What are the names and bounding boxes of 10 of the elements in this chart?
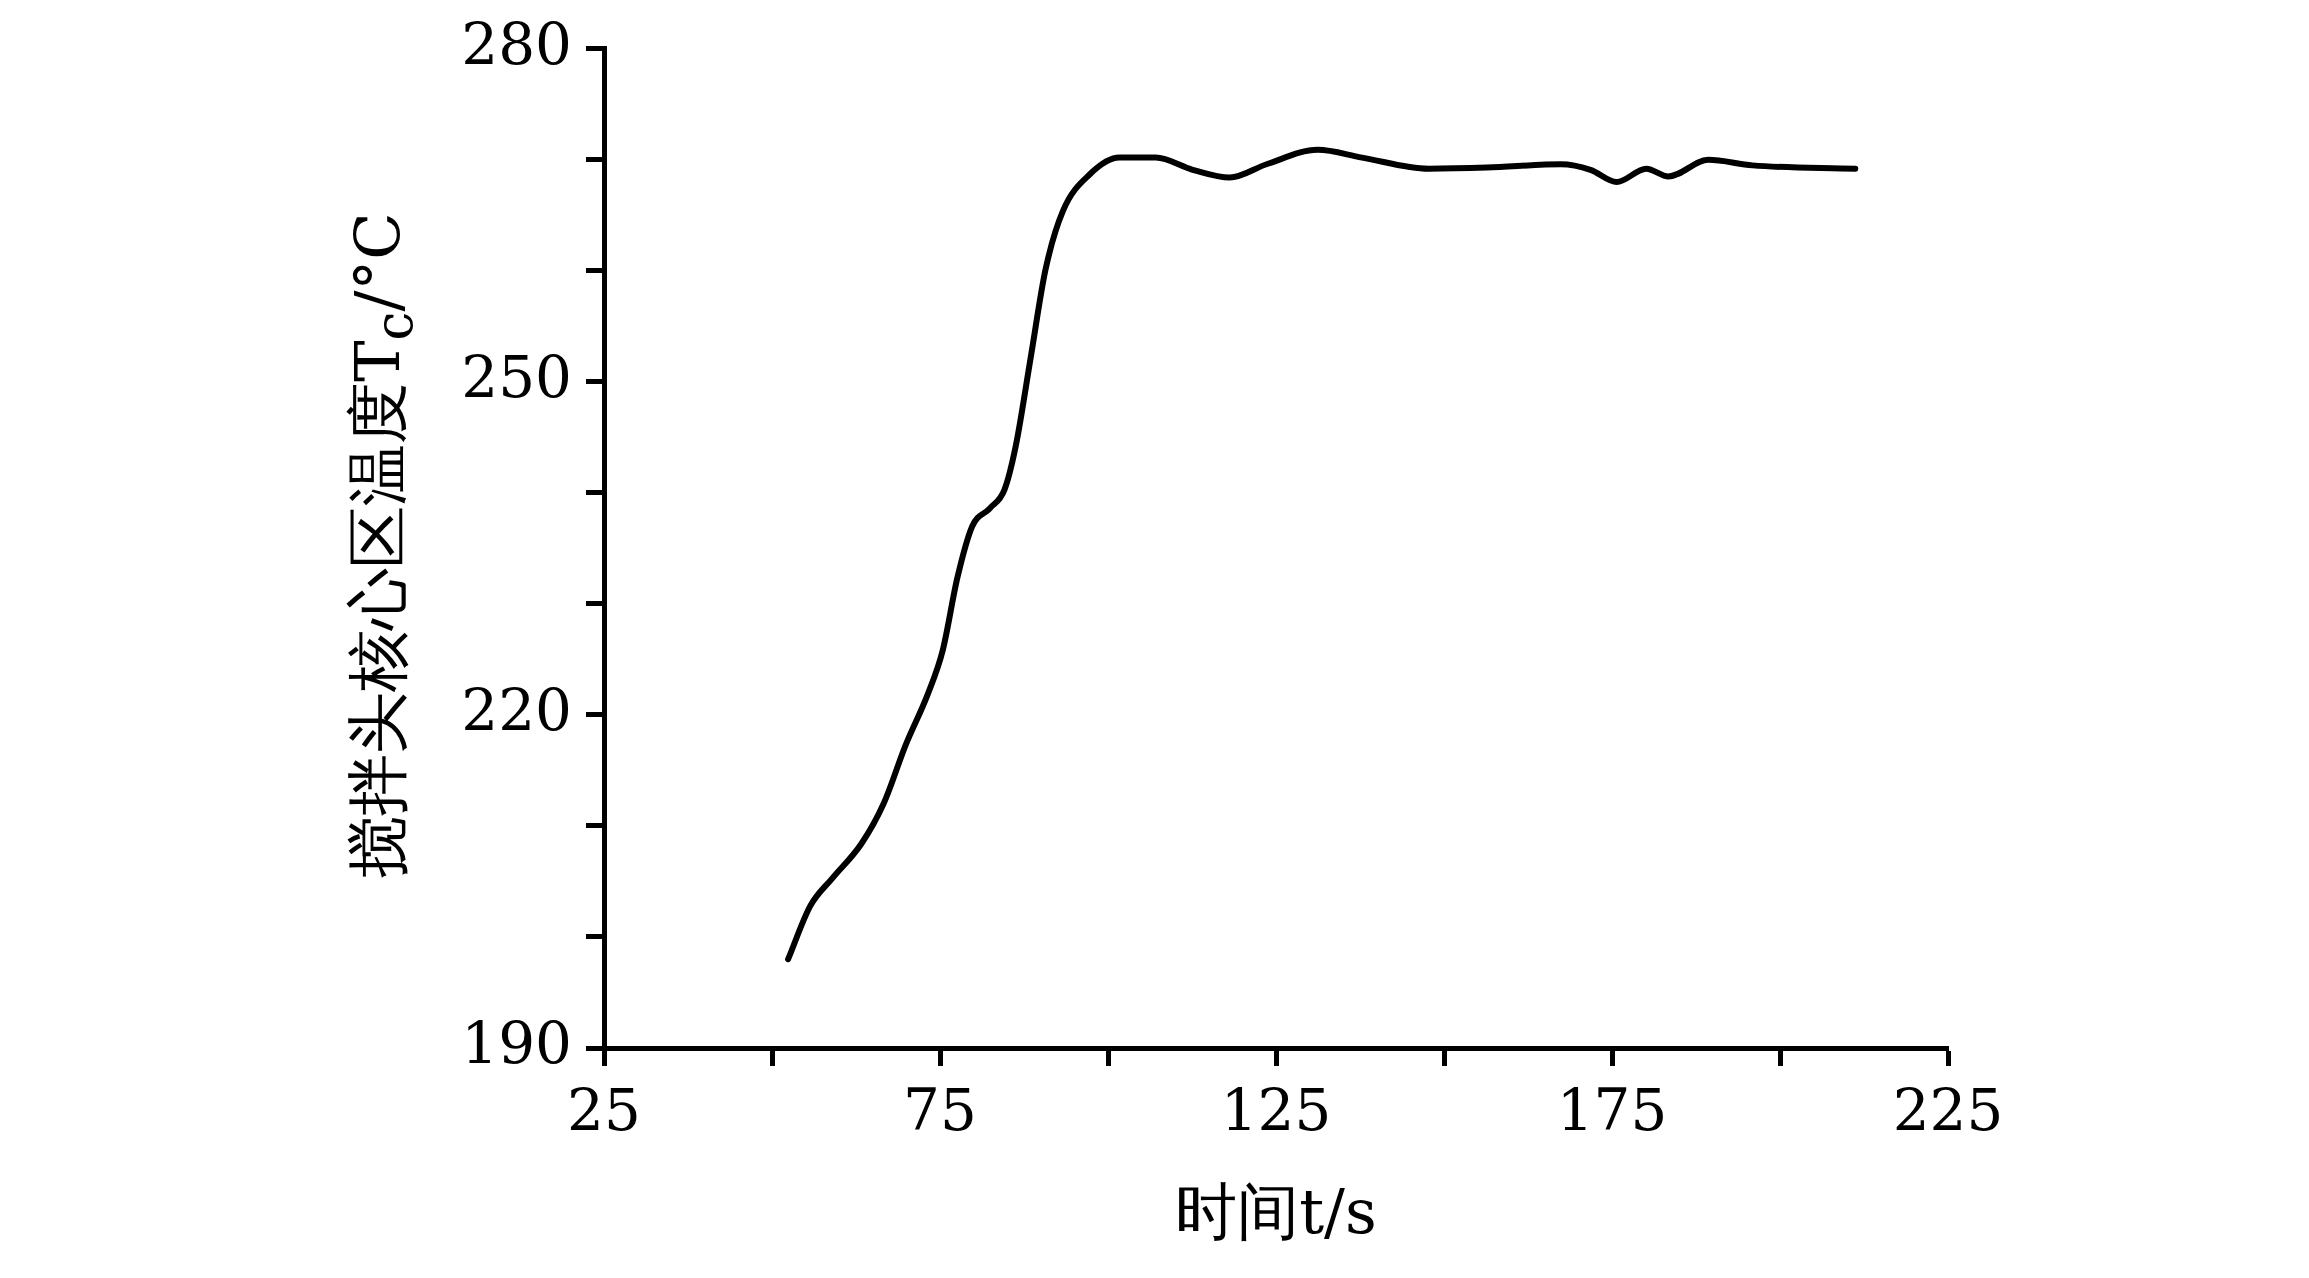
x-tick-label: 75 [903, 1075, 977, 1144]
x-tick-label: 125 [1220, 1075, 1332, 1144]
x-tick-label: 225 [1892, 1075, 2004, 1144]
x-tick-label: 175 [1556, 1075, 1668, 1144]
x-axis-title: 时间t/s [1175, 1174, 1377, 1250]
y-tick-label: 280 [461, 9, 572, 78]
y-tick-label: 190 [461, 1009, 572, 1078]
y-tick-label: 250 [461, 342, 572, 411]
x-tick-label: 25 [567, 1075, 641, 1144]
y-tick-label: 220 [461, 676, 572, 744]
